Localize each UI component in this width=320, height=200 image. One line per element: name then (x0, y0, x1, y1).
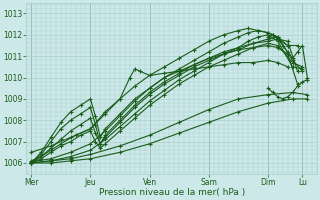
X-axis label: Pression niveau de la mer( hPa ): Pression niveau de la mer( hPa ) (99, 188, 245, 197)
